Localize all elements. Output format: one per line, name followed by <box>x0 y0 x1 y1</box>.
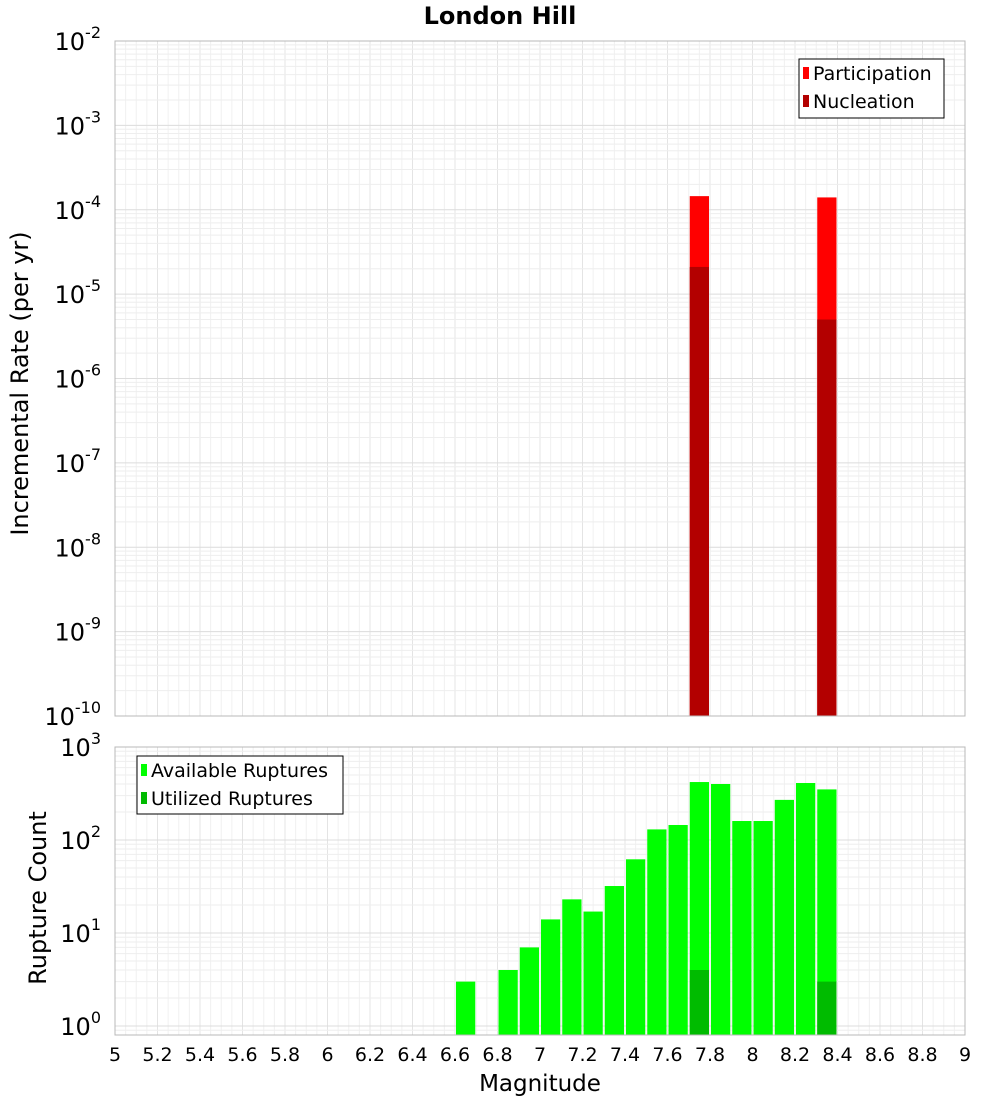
count-bar <box>583 911 603 1035</box>
count-legend-label: Utilized Ruptures <box>151 788 313 810</box>
count-legend: Available Ruptures Utilized Ruptures <box>136 755 344 815</box>
count-bar <box>541 919 561 1035</box>
count-y-tick-label: 103 <box>60 729 101 762</box>
count-bar <box>817 789 837 1035</box>
x-tick-label: 5.2 <box>142 1044 172 1066</box>
count-bar <box>456 981 476 1035</box>
count-legend-swatch <box>141 764 147 776</box>
rate-y-tick-label: 10-9 <box>55 614 102 647</box>
x-tick-label: 7.2 <box>567 1044 597 1066</box>
count-y-tick-label: 101 <box>60 915 101 948</box>
x-tick-label: 6.2 <box>355 1044 385 1066</box>
x-tick-label: 7.6 <box>652 1044 682 1066</box>
count-series-0 <box>456 782 837 1035</box>
x-tick-label: 8 <box>746 1044 758 1066</box>
x-tick-label: 8.6 <box>865 1044 895 1066</box>
rate-series-1 <box>689 266 837 716</box>
rate-y-tick-label: 10-6 <box>55 361 102 394</box>
count-bar <box>519 947 539 1035</box>
count-bar <box>604 886 624 1035</box>
count-bar <box>562 899 582 1035</box>
rate-y-tick-label: 10-4 <box>55 192 102 225</box>
count-bar <box>753 821 773 1035</box>
rate-legend-label: Nucleation <box>813 91 915 113</box>
rate-y-axis-label: Incremental Rate (per yr) <box>6 231 34 535</box>
x-tick-label: 6.8 <box>482 1044 512 1066</box>
x-tick-label: 8.2 <box>780 1044 810 1066</box>
count-legend-swatch <box>141 792 147 804</box>
x-tick-label: 8.8 <box>907 1044 937 1066</box>
rate-bar <box>689 266 709 716</box>
x-tick-label: 6.4 <box>397 1044 427 1066</box>
x-tick-label: 7.8 <box>695 1044 725 1066</box>
count-bar <box>796 783 816 1035</box>
rate-y-tick-label: 10-10 <box>44 698 101 731</box>
count-y-tick-label: 100 <box>60 1008 101 1041</box>
x-tick-label: 5.4 <box>185 1044 215 1066</box>
x-tick-label: 7 <box>534 1044 546 1066</box>
count-plot-border <box>114 746 966 1036</box>
count-bar <box>626 859 646 1035</box>
rate-legend: Participation Nucleation <box>798 58 945 119</box>
rate-grid <box>114 40 966 717</box>
x-tick-label: 6 <box>321 1044 333 1066</box>
rate-y-tick-label: 10-5 <box>55 276 102 309</box>
count-bar <box>817 981 837 1035</box>
count-bar <box>647 829 667 1035</box>
count-bar <box>668 824 688 1035</box>
rate-legend-swatch <box>803 67 809 79</box>
x-tick-label: 9 <box>959 1044 971 1066</box>
rate-plot-border <box>114 40 966 717</box>
count-bar <box>732 821 752 1035</box>
x-tick-label: 5 <box>109 1044 121 1066</box>
chart-title: London Hill <box>424 2 577 30</box>
rate-y-tick-label: 10-3 <box>55 107 102 140</box>
count-y-tick-label: 102 <box>60 822 101 855</box>
x-tick-label: 7.4 <box>610 1044 640 1066</box>
count-bar <box>711 784 731 1035</box>
x-tick-label: 5.6 <box>227 1044 257 1066</box>
count-legend-label: Available Ruptures <box>151 760 328 782</box>
x-tick-label: 8.4 <box>822 1044 852 1066</box>
rate-y-tick-label: 10-7 <box>55 445 102 478</box>
rate-legend-box <box>798 58 945 119</box>
count-bar <box>689 969 709 1035</box>
rate-legend-label: Participation <box>813 63 932 85</box>
x-axis-label: Magnitude <box>479 1071 601 1097</box>
count-legend-box <box>136 755 344 815</box>
count-bar <box>498 969 518 1035</box>
rate-bar <box>817 319 837 716</box>
x-tick-label: 5.8 <box>270 1044 300 1066</box>
rate-y-tick-label: 10-8 <box>55 529 102 562</box>
count-series-1 <box>689 969 837 1035</box>
x-tick-label: 6.6 <box>440 1044 470 1066</box>
rate-legend-swatch <box>803 95 809 107</box>
count-bar <box>774 799 794 1035</box>
rate-y-tick-label: 10-2 <box>55 23 102 56</box>
count-y-axis-label: Rupture Count <box>24 811 52 985</box>
